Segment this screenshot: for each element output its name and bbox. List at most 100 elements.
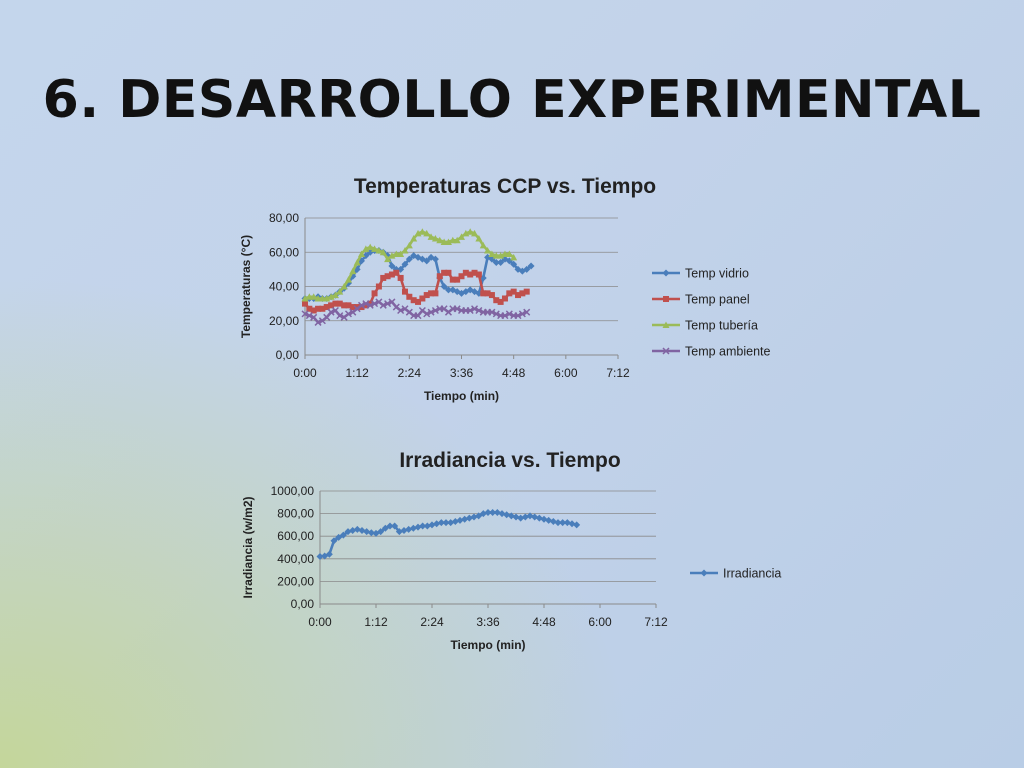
data-point bbox=[328, 302, 335, 309]
data-point bbox=[310, 293, 318, 300]
data-point bbox=[405, 241, 413, 249]
data-point bbox=[377, 528, 385, 536]
data-point bbox=[388, 252, 396, 259]
data-point bbox=[540, 515, 548, 523]
data-point bbox=[458, 273, 465, 280]
data-point bbox=[419, 522, 427, 530]
data-point bbox=[488, 308, 496, 316]
y-tick-label: 60,00 bbox=[269, 245, 299, 259]
chart-title: Temperaturas CCP vs. Tiempo bbox=[354, 175, 656, 198]
data-point bbox=[371, 245, 379, 252]
data-point bbox=[441, 269, 448, 276]
data-point bbox=[479, 241, 487, 249]
x-tick-label: 0:00 bbox=[308, 615, 332, 629]
data-point bbox=[354, 304, 361, 311]
data-point bbox=[379, 248, 387, 256]
legend-marker-irradiancia bbox=[700, 569, 708, 577]
data-point bbox=[497, 298, 504, 305]
y-tick-label: 1000,00 bbox=[271, 484, 315, 498]
data-point bbox=[395, 528, 403, 536]
data-point bbox=[325, 550, 333, 558]
data-point bbox=[397, 274, 404, 281]
data-point bbox=[451, 518, 459, 526]
data-point bbox=[375, 247, 383, 254]
data-point bbox=[454, 276, 461, 283]
data-point bbox=[301, 294, 309, 302]
data-point bbox=[345, 302, 352, 309]
data-point bbox=[527, 262, 535, 270]
data-point bbox=[384, 300, 392, 308]
legend-marker-panel bbox=[663, 296, 669, 302]
data-point bbox=[501, 295, 508, 302]
data-point bbox=[305, 312, 313, 320]
data-point bbox=[436, 273, 443, 280]
data-point bbox=[466, 306, 474, 315]
data-point bbox=[358, 304, 365, 311]
data-point bbox=[453, 236, 461, 244]
x-tick-label: 2:24 bbox=[398, 366, 422, 380]
data-point bbox=[493, 508, 501, 516]
x-tick-label: 1:12 bbox=[345, 366, 369, 380]
data-point bbox=[344, 310, 353, 318]
data-point bbox=[498, 510, 506, 518]
data-point bbox=[423, 310, 431, 318]
data-point bbox=[484, 508, 492, 516]
series-panel bbox=[302, 269, 530, 314]
data-point bbox=[388, 262, 396, 270]
data-point bbox=[514, 265, 522, 273]
data-point bbox=[371, 300, 379, 308]
y-tick-label: 400,00 bbox=[277, 552, 314, 566]
data-point bbox=[531, 513, 539, 521]
data-point bbox=[316, 553, 324, 561]
data-point bbox=[357, 301, 366, 309]
data-point bbox=[510, 288, 517, 295]
y-axis-label: Temperaturas (°C) bbox=[239, 235, 253, 338]
y-tick-label: 20,00 bbox=[269, 314, 299, 328]
data-point bbox=[492, 310, 500, 318]
data-point bbox=[315, 305, 322, 312]
data-point bbox=[514, 312, 522, 320]
data-point bbox=[440, 283, 448, 290]
data-point bbox=[518, 310, 526, 318]
data-point bbox=[456, 516, 464, 524]
data-point bbox=[410, 235, 418, 242]
data-point bbox=[423, 229, 431, 237]
data-point bbox=[489, 508, 497, 516]
data-point bbox=[423, 522, 431, 530]
data-point bbox=[358, 527, 366, 535]
data-point bbox=[488, 292, 495, 299]
data-point bbox=[405, 255, 413, 263]
x-axis-label: Tiempo (min) bbox=[450, 638, 525, 652]
data-point bbox=[431, 255, 439, 263]
legend-marker-vidrio bbox=[662, 269, 670, 277]
data-point bbox=[444, 238, 452, 245]
x-tick-label: 7:12 bbox=[606, 366, 630, 380]
legend-label-irradiancia: Irradiancia bbox=[723, 567, 781, 581]
data-point bbox=[353, 525, 361, 533]
data-point bbox=[506, 290, 513, 297]
legend-label-panel: Temp panel bbox=[685, 293, 750, 307]
data-point bbox=[388, 271, 395, 278]
data-point bbox=[339, 531, 347, 539]
data-point bbox=[362, 300, 370, 308]
data-point bbox=[523, 308, 531, 316]
data-point bbox=[453, 305, 461, 313]
data-point bbox=[410, 297, 417, 304]
legend-label-ambiente: Temp ambiente bbox=[685, 345, 771, 359]
data-point bbox=[344, 276, 352, 283]
data-point bbox=[475, 271, 482, 278]
data-point bbox=[371, 290, 378, 297]
data-point bbox=[475, 306, 483, 315]
data-point bbox=[568, 520, 576, 528]
data-point bbox=[367, 529, 375, 537]
data-point bbox=[431, 306, 439, 315]
data-point bbox=[479, 510, 487, 518]
x-tick-label: 4:48 bbox=[502, 366, 526, 380]
data-point bbox=[507, 512, 515, 520]
data-point bbox=[475, 235, 483, 242]
data-point bbox=[327, 308, 335, 316]
data-point bbox=[519, 290, 526, 297]
data-point bbox=[366, 243, 374, 251]
data-point bbox=[467, 271, 474, 278]
data-point bbox=[406, 293, 413, 300]
